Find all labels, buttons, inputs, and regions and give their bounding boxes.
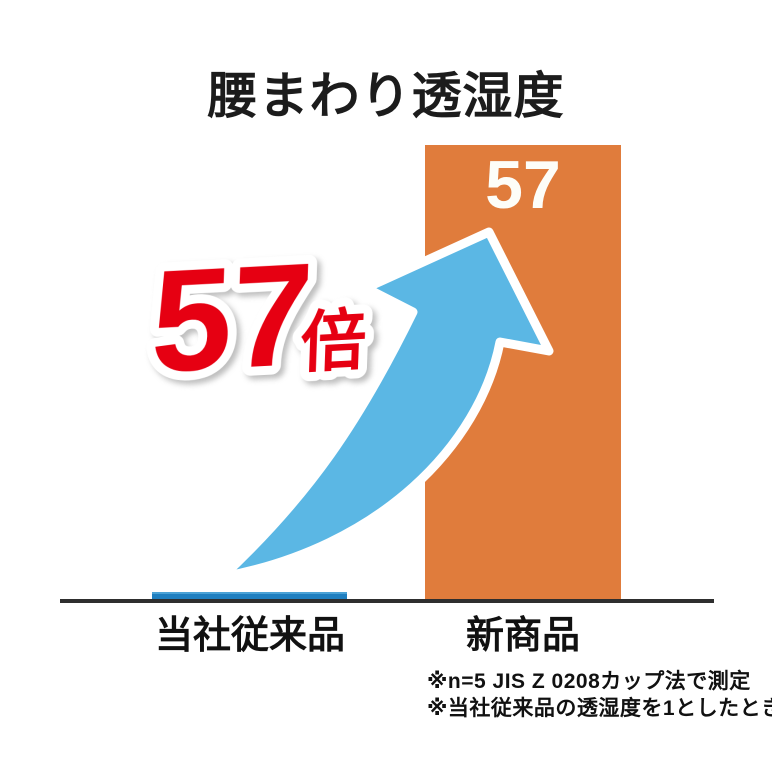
footnotes: ※n=5 JIS Z 0208カップ法で測定 ※当社従来品の透湿度を1としたとき	[427, 668, 772, 722]
footnote-measurement-method: ※n=5 JIS Z 0208カップ法で測定	[427, 670, 751, 693]
bar-new-value-label: 57	[485, 147, 561, 223]
category-label-new: 新商品	[465, 615, 580, 657]
category-label-conventional: 当社従来品	[154, 615, 345, 657]
chart-title: 腰まわり透湿度	[207, 68, 565, 124]
x-axis-line	[60, 599, 714, 603]
emphasis-group: 57 倍	[140, 222, 377, 412]
bar-conventional-product	[152, 592, 347, 600]
footnote-baseline-definition: ※当社従来品の透湿度を1としたとき	[427, 697, 772, 720]
emphasis-multiplier-unit: 倍	[299, 304, 367, 382]
emphasis-multiplier-value: 57	[149, 231, 316, 403]
